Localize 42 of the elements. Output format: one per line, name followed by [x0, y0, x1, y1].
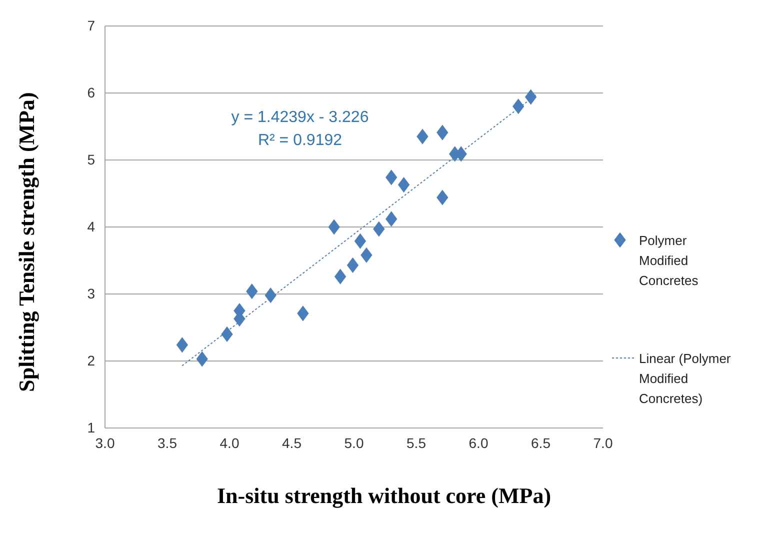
x-tick-label: 7.0	[593, 434, 613, 451]
y-axis-title: Splitting Tensile strength (MPa)	[14, 92, 39, 392]
point	[524, 89, 537, 105]
x-axis-title: In-situ strength without core (MPa)	[216, 483, 552, 508]
point	[386, 170, 398, 186]
x-tick-label: 4.5	[282, 434, 302, 451]
point	[436, 124, 448, 140]
point	[221, 326, 233, 342]
x-tick-label: 5.5	[406, 434, 426, 451]
y-tick-label: 1	[87, 419, 96, 436]
point	[436, 190, 448, 206]
legend-label: Linear (Polymer Modified Concretes)	[639, 351, 732, 406]
point	[386, 211, 398, 227]
legend-label: Polymer Modified Concretes	[639, 233, 699, 288]
annotation: R² = 0.9192	[258, 132, 342, 149]
point	[346, 257, 359, 273]
x-tick-label: 4.0	[220, 434, 240, 451]
point	[354, 233, 366, 249]
point	[246, 284, 258, 300]
point	[373, 221, 385, 237]
x-tick-label: 6.5	[531, 434, 551, 451]
annotation: y = 1.4239x - 3.226	[231, 109, 369, 126]
point	[360, 247, 372, 263]
point	[334, 268, 346, 284]
x-tick-label: 3.0	[95, 434, 115, 451]
y-tick-label: 2	[87, 352, 96, 368]
point	[398, 177, 410, 193]
point	[512, 98, 524, 114]
y-tick-label: 4	[87, 218, 96, 234]
x-tick-label: 5.0	[344, 434, 364, 451]
x-tick-label: 3.5	[158, 434, 178, 451]
point	[328, 219, 340, 235]
y-tick-label: 5	[87, 151, 96, 168]
point	[416, 128, 428, 144]
y-tick-label: 7	[87, 17, 96, 34]
point	[196, 351, 208, 367]
point	[297, 306, 309, 322]
y-tick-label: 3	[87, 285, 96, 302]
point	[264, 288, 276, 304]
point	[176, 337, 188, 353]
x-tick-label: 6.0	[468, 434, 488, 451]
y-tick-label: 6	[87, 84, 96, 100]
